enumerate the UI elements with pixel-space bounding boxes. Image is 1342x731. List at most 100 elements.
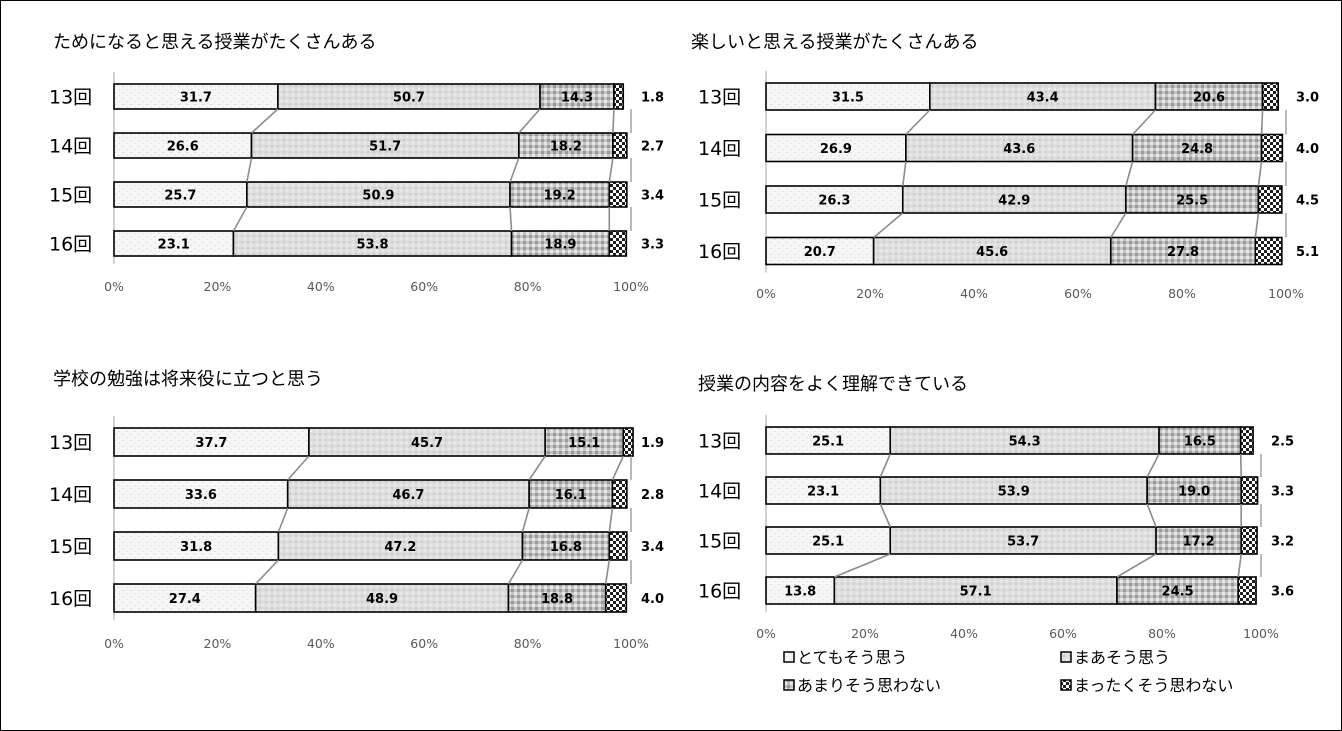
data-label: 18.8 <box>541 592 573 607</box>
series-connector-line <box>507 559 524 585</box>
series-connector-line <box>1237 553 1242 578</box>
series-connector-line <box>521 507 530 533</box>
series-connector-line <box>1146 453 1160 478</box>
series-connector-line <box>1257 161 1263 187</box>
x-tick-label: 40% <box>960 286 988 301</box>
x-tick-label: 100% <box>1268 286 1304 301</box>
bar-segment-s4 <box>608 531 628 561</box>
bar-segment-s3 <box>1109 236 1257 266</box>
category-label: 13回 <box>698 87 741 109</box>
series-connector-line <box>1260 109 1264 135</box>
x-tick-label: 60% <box>1049 626 1077 641</box>
bar-segment-s2 <box>277 83 541 110</box>
category-label: 16回 <box>49 588 92 610</box>
bar-segment-s3 <box>1131 133 1263 163</box>
x-tick-label: 0% <box>756 286 776 301</box>
series-connector-line <box>509 206 513 232</box>
series-connector-line <box>1110 212 1127 238</box>
chart-title: 授業の内容をよく理解できている <box>698 374 968 395</box>
data-label: 27.8 <box>1167 245 1199 260</box>
data-label: 3.3 <box>641 238 664 253</box>
data-label: 26.6 <box>167 140 199 155</box>
category-label: 16回 <box>698 581 741 603</box>
chart-panel-3: 学校の勉強は将来役に立つと思う 13回 37.7 45.7 15.1 1.9 14回 33.6… <box>49 369 664 651</box>
data-label: 3.2 <box>1271 535 1294 550</box>
x-tick-label: 0% <box>104 636 124 651</box>
bar-segment-s2 <box>872 236 1112 266</box>
category-label: 14回 <box>698 138 741 160</box>
chart-title: ためになると思える授業がたくさんある <box>53 32 376 53</box>
data-label: 3.0 <box>1296 91 1319 106</box>
data-label: 1.9 <box>641 436 664 451</box>
data-label: 2.5 <box>1271 435 1294 450</box>
data-label: 31.8 <box>180 540 212 555</box>
category-label: 15回 <box>698 190 741 212</box>
data-label: 50.7 <box>393 91 425 106</box>
data-label: 50.9 <box>362 189 394 204</box>
data-label: 3.4 <box>641 540 664 555</box>
category-label: 13回 <box>49 432 92 454</box>
bar-segment-s4 <box>613 83 625 110</box>
bar-segment-s4 <box>1257 185 1283 214</box>
data-label: 25.5 <box>1176 194 1208 209</box>
bar-segment-s1 <box>113 427 310 457</box>
bar-segment-s4 <box>1239 426 1254 455</box>
bar-segment-s1 <box>765 82 931 111</box>
data-label: 25.1 <box>812 535 844 550</box>
x-tick-label: 20% <box>856 286 884 301</box>
data-label: 2.7 <box>641 140 664 155</box>
series-connector-line <box>232 206 248 232</box>
bar-segment-s4 <box>622 427 634 457</box>
bar-segment-s4 <box>612 132 628 159</box>
data-label: 45.7 <box>411 436 443 451</box>
legend-label-3: あまりそう思わない <box>797 676 941 695</box>
data-label: 31.5 <box>832 91 864 106</box>
data-label: 46.7 <box>392 488 424 503</box>
x-tick-label: 20% <box>851 626 879 641</box>
data-label: 20.6 <box>1193 91 1225 106</box>
bar-segment-s1 <box>765 426 892 455</box>
bar-segment-s2 <box>889 526 1157 555</box>
data-label: 31.7 <box>180 91 212 106</box>
data-label: 19.0 <box>1178 485 1210 500</box>
data-label: 4.0 <box>641 592 664 607</box>
x-tick-label: 0% <box>756 626 776 641</box>
data-label: 3.4 <box>641 189 664 204</box>
x-tick-label: 80% <box>1148 626 1176 641</box>
series-connector-line <box>608 507 614 533</box>
x-tick-label: 60% <box>410 636 438 651</box>
data-label: 16.8 <box>550 540 582 555</box>
bar-segment-s3 <box>539 83 615 110</box>
category-label: 15回 <box>698 531 741 553</box>
series-connector-line <box>608 157 614 183</box>
series-connector-line <box>873 212 904 239</box>
bar-segment-s1 <box>765 576 836 605</box>
bar-segment-s1 <box>113 479 289 509</box>
data-label: 27.4 <box>169 592 201 607</box>
bar-segment-s2 <box>308 427 546 457</box>
data-label: 42.9 <box>998 194 1030 209</box>
data-label: 14.3 <box>561 91 593 106</box>
x-tick-label: 40% <box>307 636 335 651</box>
series-connector-line <box>901 161 907 187</box>
category-label: 14回 <box>49 484 92 506</box>
series-connector-line <box>277 507 289 533</box>
data-label: 51.7 <box>369 140 401 155</box>
data-label: 53.7 <box>1007 535 1039 550</box>
data-label: 25.7 <box>164 189 196 204</box>
data-label: 25.1 <box>812 435 844 450</box>
bar-segment-s3 <box>1155 526 1243 555</box>
data-label: 18.2 <box>550 140 582 155</box>
data-label: 24.5 <box>1162 585 1194 600</box>
bar-segment-s4 <box>1260 133 1284 163</box>
legend-swatch-4 <box>1060 679 1072 691</box>
data-label: 4.5 <box>1296 194 1319 209</box>
data-label: 45.6 <box>976 245 1008 260</box>
series-connector-line <box>518 108 541 134</box>
category-label: 16回 <box>49 234 92 256</box>
data-label: 48.9 <box>366 592 398 607</box>
series-connector-line <box>1116 553 1157 578</box>
data-label: 17.2 <box>1183 535 1215 550</box>
data-label: 54.3 <box>1009 435 1041 450</box>
